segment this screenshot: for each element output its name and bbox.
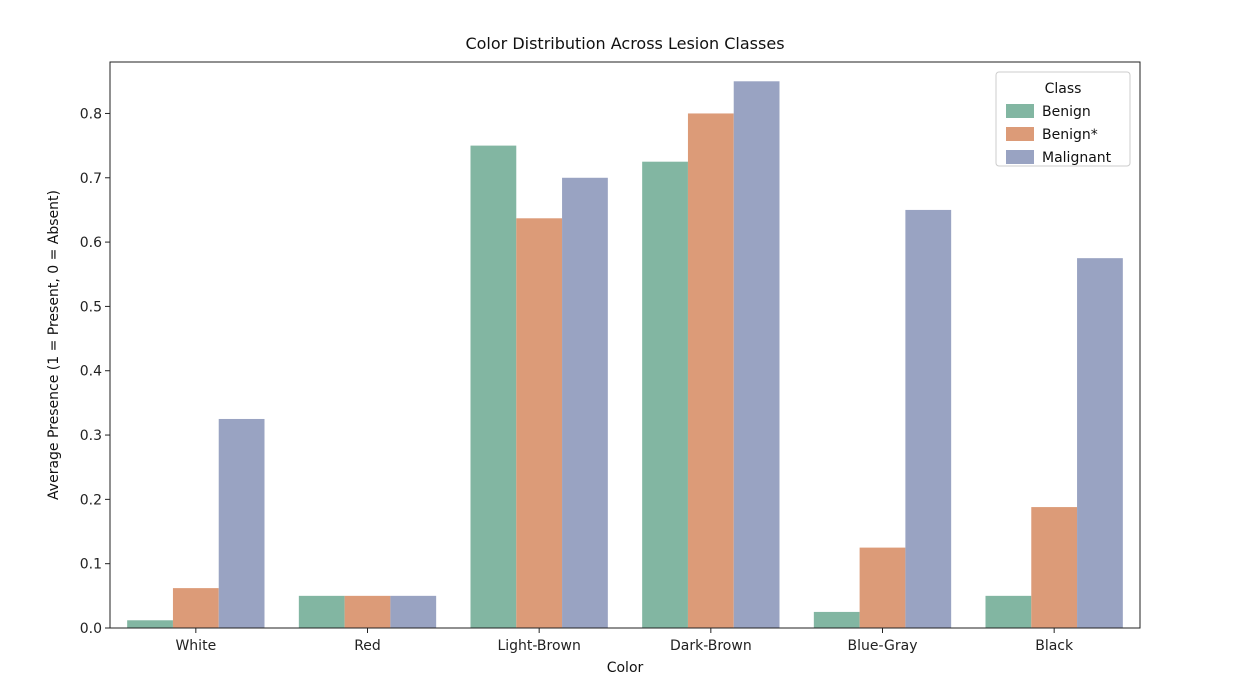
y-tick-label: 0.5: [80, 299, 102, 315]
y-tick-label: 0.2: [80, 492, 102, 508]
x-tick-label: Light-Brown: [497, 638, 580, 654]
y-axis-label: Average Presence (1 = Present, 0 = Absen…: [46, 190, 62, 500]
bar-benign-light-brown: [470, 145, 517, 628]
bar-malignant-red: [390, 595, 437, 628]
x-tick-label: Red: [354, 638, 381, 654]
bar-benign-red: [298, 595, 345, 628]
legend-items: Benign Benign* Malignant: [1006, 104, 1112, 166]
y-tick-label: 0.8: [80, 106, 102, 122]
x-axis-label: Color: [607, 660, 644, 676]
legend-label: Malignant: [1042, 150, 1112, 166]
bar-benign-white: [172, 588, 219, 628]
x-tick-label: Black: [1035, 638, 1074, 654]
chart-title: Color Distribution Across Lesion Classes: [465, 34, 784, 53]
y-tick-label: 0.3: [80, 428, 102, 444]
bar-benign-black: [985, 595, 1032, 628]
bar-malignant-dark-brown: [733, 81, 780, 628]
bar-malignant-light-brown: [562, 177, 608, 629]
bar-benign-blue-gray: [859, 547, 906, 628]
x-axis: White Red Light-Brown Dark-Brown Blue-Gray Bl…: [175, 628, 1074, 654]
y-tick-label: 0.1: [80, 557, 102, 573]
y-axis: 0.0 0.1 0.2 0.3 0.4 0.5 0.6 0.7 0.8: [80, 106, 110, 637]
legend-label: Benign*: [1042, 127, 1098, 143]
bar-benign-dark-brown: [687, 113, 734, 629]
legend-swatch: [1006, 150, 1034, 164]
bar-malignant-black: [1077, 258, 1123, 628]
bar-benign-light-brown: [516, 218, 563, 628]
bar-benign-black: [1031, 507, 1078, 628]
bars-group: [127, 81, 1123, 629]
legend-swatch: [1006, 127, 1034, 141]
legend-swatch: [1006, 104, 1034, 118]
x-tick-label: Blue-Gray: [847, 638, 917, 654]
y-tick-label: 0.6: [80, 235, 102, 251]
legend-label: Benign: [1042, 104, 1091, 120]
bar-benign-red: [344, 595, 391, 628]
plot-frame: [109, 61, 1141, 629]
legend-box: [995, 71, 1131, 167]
bar-benign-white: [127, 620, 173, 628]
bar-benign-dark-brown: [642, 161, 688, 628]
x-tick-label: White: [175, 638, 216, 654]
bar-benign-blue-gray: [813, 611, 860, 628]
bar-malignant-white: [218, 418, 265, 628]
y-tick-label: 0.0: [80, 621, 102, 637]
x-tick-label: Dark-Brown: [670, 638, 752, 654]
bar-malignant-blue-gray: [905, 209, 952, 628]
legend-title: Class: [1045, 81, 1082, 97]
legend: Class Benign Benign* Malignant: [995, 71, 1131, 167]
y-tick-label: 0.7: [80, 171, 102, 187]
y-tick-label: 0.4: [80, 364, 102, 380]
